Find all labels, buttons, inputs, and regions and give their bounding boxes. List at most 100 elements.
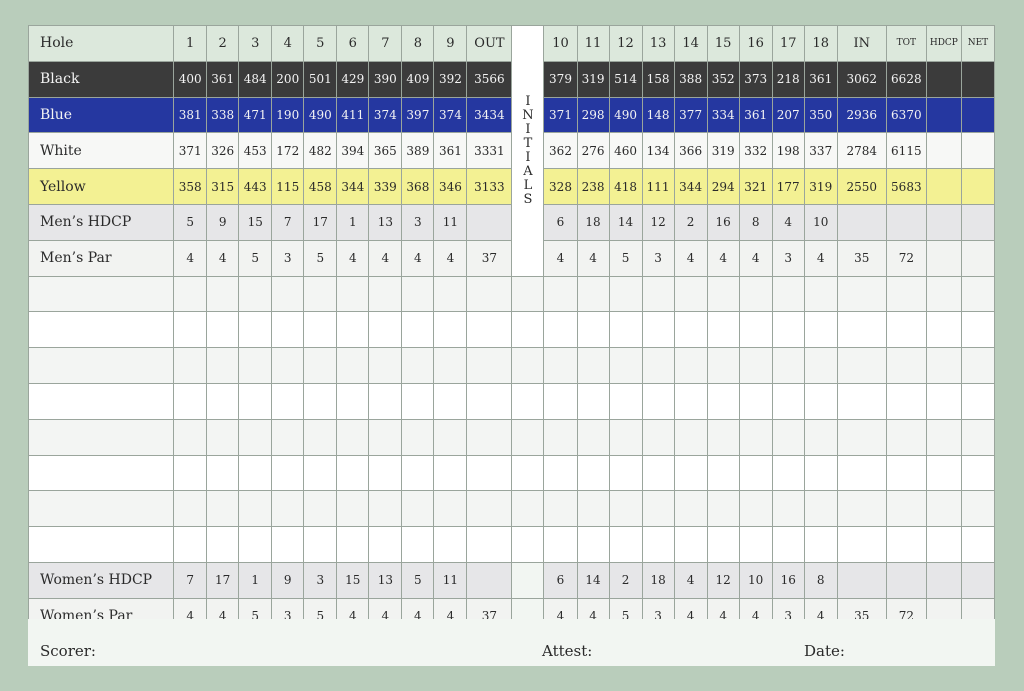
initials-cell[interactable]: [511, 418, 545, 456]
score-cell[interactable]: [206, 526, 240, 563]
score-cell[interactable]: [368, 490, 403, 528]
score-cell[interactable]: [885, 311, 927, 349]
score-cell[interactable]: [960, 490, 996, 528]
net-cell[interactable]: [960, 203, 996, 241]
score-cell[interactable]: [836, 311, 887, 349]
score-cell[interactable]: [433, 275, 468, 313]
score-cell[interactable]: [576, 311, 610, 349]
hdcp-cell[interactable]: [925, 60, 962, 98]
score-cell[interactable]: [238, 382, 273, 420]
score-cell[interactable]: [271, 275, 305, 313]
score-cell[interactable]: [173, 490, 208, 528]
player-score-row[interactable]: [27, 526, 996, 563]
score-cell[interactable]: [960, 347, 996, 384]
score-cell[interactable]: [673, 275, 708, 313]
score-cell[interactable]: [336, 418, 370, 456]
score-cell[interactable]: [608, 347, 643, 384]
score-cell[interactable]: [836, 275, 887, 313]
score-cell[interactable]: [641, 454, 675, 492]
score-cell[interactable]: [206, 454, 240, 492]
score-cell[interactable]: [173, 275, 208, 313]
score-cell[interactable]: [803, 275, 838, 313]
score-cell[interactable]: [885, 418, 927, 456]
score-cell[interactable]: [706, 275, 740, 313]
score-cell[interactable]: [738, 454, 773, 492]
player-name-cell[interactable]: [27, 526, 175, 563]
score-cell[interactable]: [576, 382, 610, 420]
player-name-cell[interactable]: [27, 490, 175, 528]
net-cell[interactable]: [960, 60, 996, 98]
score-cell[interactable]: [706, 490, 740, 528]
score-cell[interactable]: [466, 490, 513, 528]
score-cell[interactable]: [803, 526, 838, 563]
hdcp-cell[interactable]: [925, 203, 962, 241]
score-cell[interactable]: [673, 490, 708, 528]
score-cell[interactable]: [368, 418, 403, 456]
score-cell[interactable]: [271, 526, 305, 563]
score-cell[interactable]: [368, 311, 403, 349]
score-cell[interactable]: [673, 418, 708, 456]
score-cell[interactable]: [401, 347, 435, 384]
score-cell[interactable]: [576, 418, 610, 456]
score-cell[interactable]: [303, 275, 338, 313]
score-cell[interactable]: [303, 526, 338, 563]
score-cell[interactable]: [738, 382, 773, 420]
score-cell[interactable]: [706, 347, 740, 384]
score-cell[interactable]: [803, 490, 838, 528]
score-cell[interactable]: [543, 382, 578, 420]
hdcp-cell[interactable]: [925, 561, 962, 599]
net-cell[interactable]: [960, 168, 996, 205]
score-cell[interactable]: [771, 311, 805, 349]
initials-cell[interactable]: [511, 382, 545, 420]
score-cell[interactable]: [576, 490, 610, 528]
score-cell[interactable]: [641, 490, 675, 528]
score-cell[interactable]: [466, 526, 513, 563]
score-cell[interactable]: [641, 526, 675, 563]
score-cell[interactable]: [433, 347, 468, 384]
player-name-cell[interactable]: [27, 454, 175, 492]
score-cell[interactable]: [271, 418, 305, 456]
score-cell[interactable]: [771, 526, 805, 563]
score-cell[interactable]: [173, 418, 208, 456]
score-cell[interactable]: [706, 311, 740, 349]
score-cell[interactable]: [173, 454, 208, 492]
score-cell[interactable]: [803, 418, 838, 456]
score-cell[interactable]: [433, 418, 468, 456]
score-cell[interactable]: [433, 490, 468, 528]
score-cell[interactable]: [706, 418, 740, 456]
initials-cell[interactable]: [511, 561, 545, 599]
score-cell[interactable]: [433, 382, 468, 420]
score-cell[interactable]: [206, 311, 240, 349]
score-cell[interactable]: [738, 490, 773, 528]
score-cell[interactable]: [576, 347, 610, 384]
score-cell[interactable]: [960, 382, 996, 420]
player-score-row[interactable]: [27, 418, 996, 456]
initials-cell[interactable]: [511, 490, 545, 528]
net-cell[interactable]: [960, 239, 996, 277]
score-cell[interactable]: [836, 382, 887, 420]
score-cell[interactable]: [336, 275, 370, 313]
score-cell[interactable]: [641, 418, 675, 456]
score-cell[interactable]: [836, 454, 887, 492]
score-cell[interactable]: [271, 347, 305, 384]
score-cell[interactable]: [336, 454, 370, 492]
score-cell[interactable]: [576, 526, 610, 563]
score-cell[interactable]: [238, 275, 273, 313]
player-name-cell[interactable]: [27, 347, 175, 384]
score-cell[interactable]: [738, 311, 773, 349]
initials-cell[interactable]: [511, 275, 545, 313]
score-cell[interactable]: [543, 526, 578, 563]
score-cell[interactable]: [401, 454, 435, 492]
score-cell[interactable]: [738, 275, 773, 313]
score-cell[interactable]: [543, 347, 578, 384]
player-score-row[interactable]: [27, 454, 996, 492]
score-cell[interactable]: [336, 526, 370, 563]
score-cell[interactable]: [173, 382, 208, 420]
score-cell[interactable]: [803, 382, 838, 420]
score-cell[interactable]: [433, 454, 468, 492]
score-cell[interactable]: [608, 311, 643, 349]
score-cell[interactable]: [238, 311, 273, 349]
score-cell[interactable]: [803, 454, 838, 492]
score-cell[interactable]: [836, 347, 887, 384]
hdcp-cell[interactable]: [925, 132, 962, 170]
